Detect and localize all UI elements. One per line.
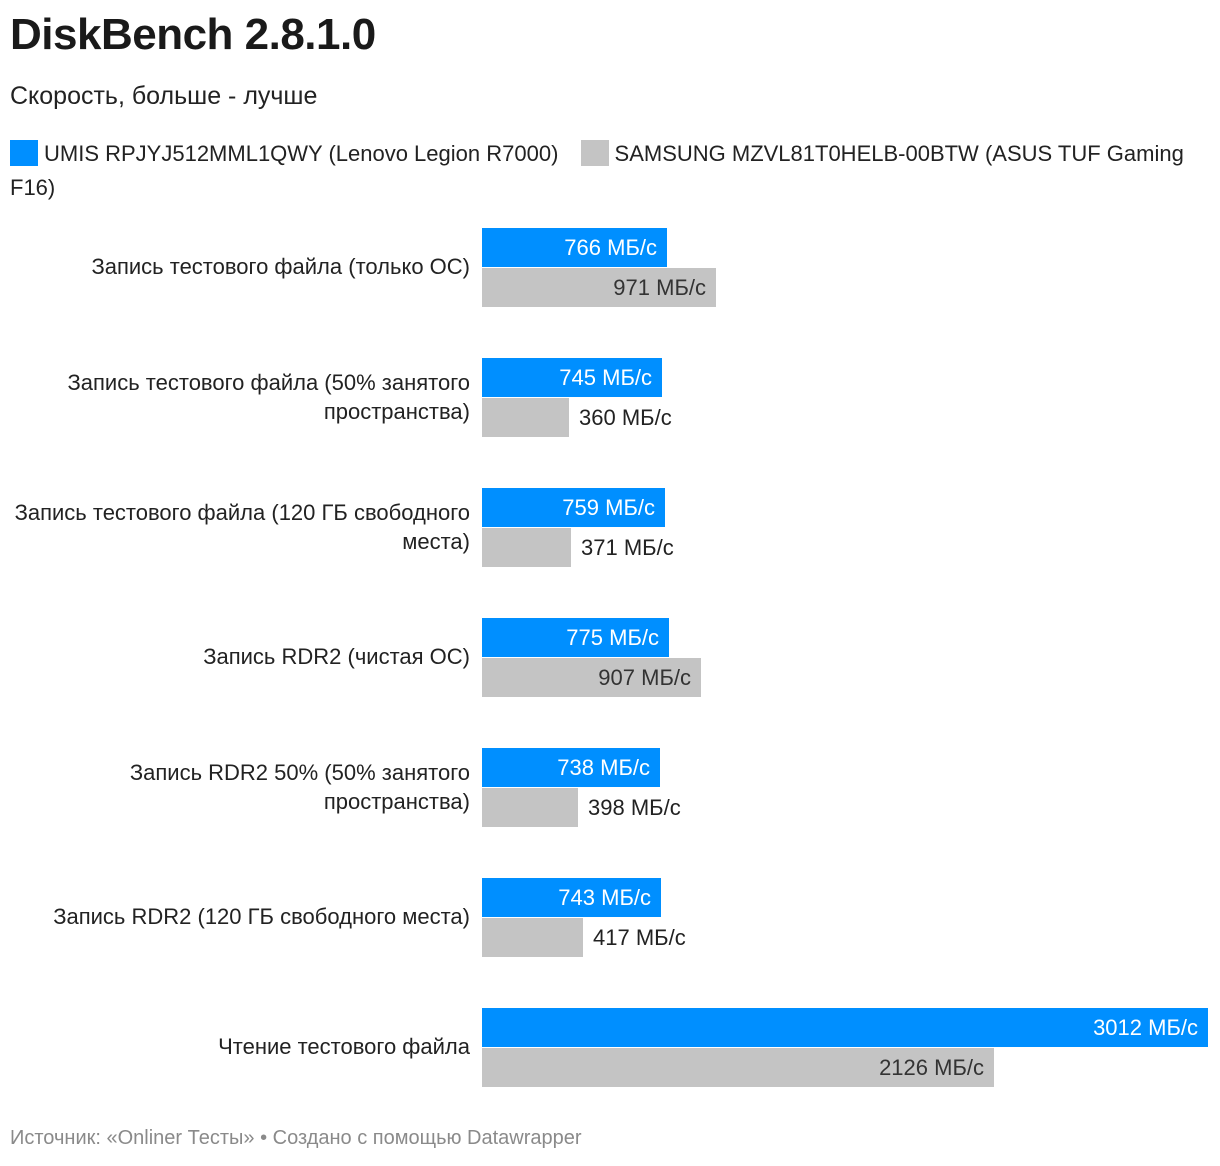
category-label: Запись RDR2 (чистая ОС) [203,644,470,669]
category-label: Запись тестового файла (50% занятого про… [67,369,471,424]
category-label: Запись тестового файла (120 ГБ свободног… [14,499,470,554]
bar-umis [482,748,660,787]
data-label-umis: 3012 МБ/с [1093,1015,1198,1040]
legend-label-samsung: SAMSUNG MZVL81T0HELB-00BTW (ASUS TUF Gam… [10,141,1184,200]
legend-item-umis: UMIS RPJYJ512MML1QWY (Lenovo Legion R700… [10,140,559,166]
bar-samsung [482,398,569,437]
category-label: Запись RDR2 (120 ГБ свободного места) [53,904,470,929]
data-label-umis: 766 МБ/с [564,235,657,260]
data-label-umis: 775 МБ/с [566,625,659,650]
data-label-umis: 759 МБ/с [562,495,655,520]
data-label-samsung: 360 МБ/с [579,405,672,430]
bar-umis [482,488,665,527]
bar-umis [482,618,669,657]
legend: UMIS RPJYJ512MML1QWY (Lenovo Legion R700… [10,137,1190,205]
data-label-samsung: 417 МБ/с [593,925,686,950]
legend-label-umis: UMIS RPJYJ512MML1QWY (Lenovo Legion R700… [44,141,559,166]
data-label-samsung: 971 МБ/с [613,275,706,300]
data-label-umis: 743 МБ/с [558,885,651,910]
bar-samsung [482,918,583,957]
legend-swatch-umis [10,140,38,166]
bar-samsung [482,1048,994,1087]
bar-umis [482,878,661,917]
legend-swatch-samsung [580,140,609,166]
chart-subtitle: Скорость, больше - лучше [10,82,318,110]
bar-samsung [482,658,701,697]
data-label-samsung: 2126 МБ/с [879,1055,984,1080]
data-label-samsung: 371 МБ/с [581,535,674,560]
legend-item-samsung: SAMSUNG MZVL81T0HELB-00BTW (ASUS TUF Gam… [10,140,1184,200]
bar-samsung [482,268,716,307]
category-label: Запись RDR2 50% (50% занятого пространст… [129,759,470,814]
source-footer: Источник: «Onliner Тесты» • Создано с по… [10,1127,582,1149]
chart-title: DiskBench 2.8.1.0 [10,10,376,59]
data-label-samsung: 907 МБ/с [598,665,691,690]
category-label: Чтение тестового файла [218,1034,470,1059]
data-label-umis: 745 МБ/с [559,365,652,390]
bar-umis [482,1008,1208,1047]
bar-samsung [482,528,571,567]
bar-umis [482,358,662,397]
data-label-umis: 738 МБ/с [557,755,650,780]
bar-umis [482,228,667,267]
bar-samsung [482,788,578,827]
data-label-samsung: 398 МБ/с [588,795,681,820]
category-label: Запись тестового файла (только ОС) [91,254,470,279]
